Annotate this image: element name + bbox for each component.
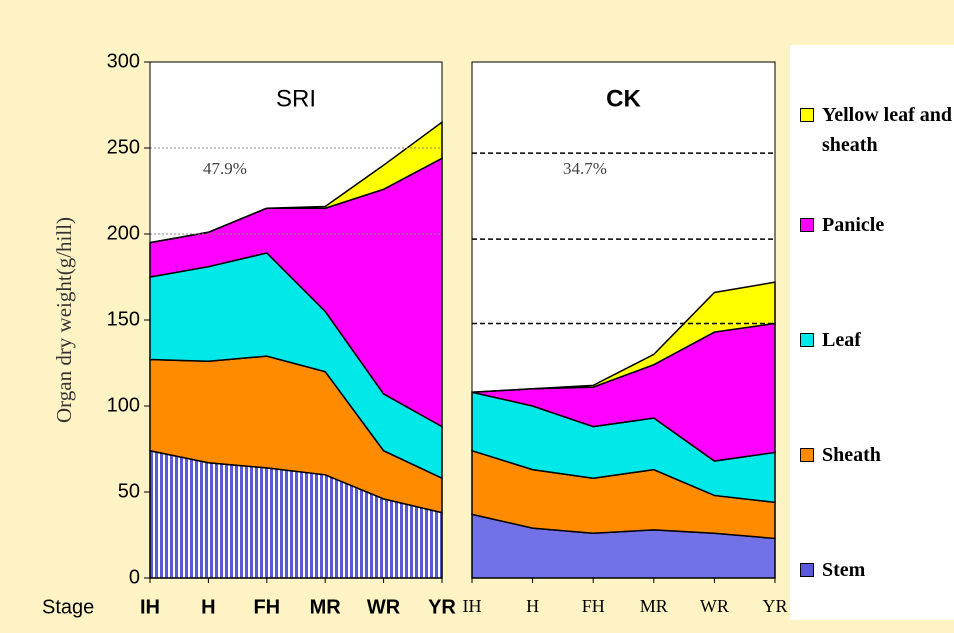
x-tick-label: IH [140,596,160,618]
legend-item: Yellow leaf and sheath [800,100,954,160]
y-tick-label: 0 [129,566,140,588]
y-tick-label: 150 [107,308,140,330]
legend-swatch [800,448,814,462]
y-axis-label: Organ dry weight(g/hill) [52,217,76,423]
legend-item: Sheath [800,440,954,470]
legend-label: Yellow leaf and sheath [822,104,952,156]
legend-label: Panicle [822,214,885,236]
y-tick-label: 200 [107,222,140,244]
x-tick-label: YR [762,596,787,616]
panel-title: CK [606,85,641,112]
legend: Yellow leaf and sheath Panicle Leaf Sheath S… [790,45,954,620]
annotation: 47.9% [203,159,247,178]
x-tick-label: H [526,596,539,616]
x-tick-label: WR [700,596,729,616]
legend-swatch [800,218,814,232]
y-tick-label: 50 [118,480,140,502]
x-tick-label: FH [253,596,280,618]
legend-item: Stem [800,555,954,585]
legend-swatch [800,108,814,122]
panel-title: SRI [276,85,316,112]
legend-item: Leaf [800,325,954,355]
plot-border [471,61,776,579]
legend-swatch [800,333,814,347]
x-tick-label: IH [463,596,482,616]
x-tick-label: H [201,596,215,618]
x-tick-label: MR [640,596,668,616]
x-tick-label: WR [367,596,401,618]
x-axis-label: Stage [42,596,94,618]
legend-label: Stem [822,559,866,581]
x-tick-label: YR [428,596,456,618]
y-tick-label: 100 [107,394,140,416]
legend-label: Leaf [822,329,861,351]
x-tick-label: MR [310,596,342,618]
y-tick-label: 300 [107,50,140,72]
legend-swatch [800,563,814,577]
y-tick-label: 250 [107,136,140,158]
x-tick-label: FH [582,596,605,616]
legend-item: Panicle [800,210,954,240]
annotation: 34.7% [563,159,607,178]
legend-label: Sheath [822,444,881,466]
